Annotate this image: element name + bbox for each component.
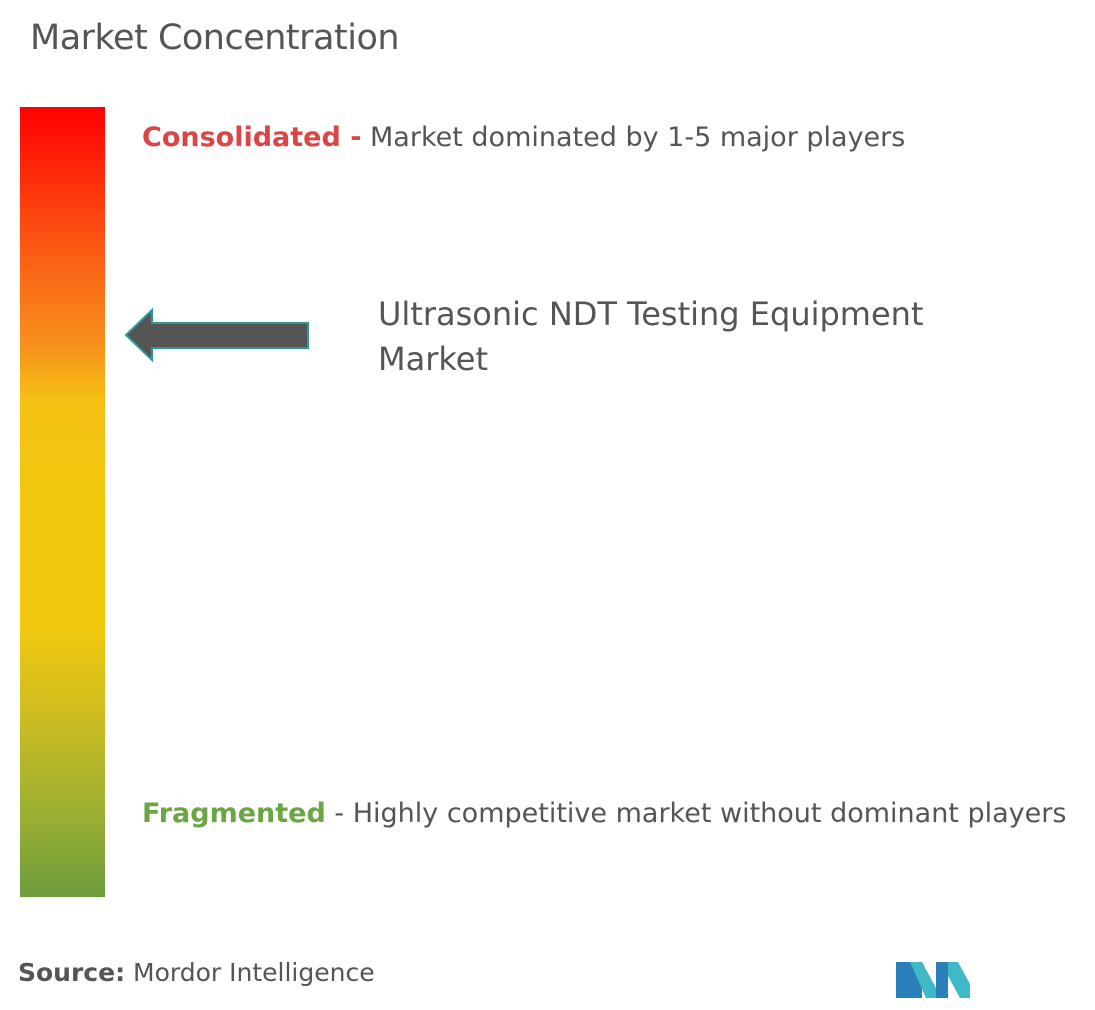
fragmented-label: Fragmented: [142, 798, 326, 829]
source-label: Source:: [18, 958, 126, 987]
fragmented-description: - Highly competitive market without domi…: [334, 798, 1067, 829]
arrow-shape: [124, 307, 309, 363]
logo: [896, 962, 970, 998]
consolidated-description: Market dominated by 1-5 major players: [370, 122, 906, 153]
fragmented-row: Fragmented - Highly competitive market w…: [142, 798, 1066, 829]
arrow: [124, 307, 309, 363]
consolidated-row: Consolidated - Market dominated by 1-5 m…: [142, 122, 905, 153]
source-text: Mordor Intelligence: [133, 958, 375, 987]
source: Source: Mordor Intelligence: [18, 958, 375, 987]
logo-part: [896, 962, 922, 998]
title: Market Concentration: [30, 18, 400, 58]
logo-part: [948, 962, 970, 998]
market-label: Ultrasonic NDT Testing Equipment Market: [378, 295, 924, 378]
logo-part: [910, 962, 936, 998]
logo-part: [936, 962, 948, 998]
concentration-scale: [20, 107, 105, 897]
consolidated-label: Consolidated -: [142, 122, 362, 153]
